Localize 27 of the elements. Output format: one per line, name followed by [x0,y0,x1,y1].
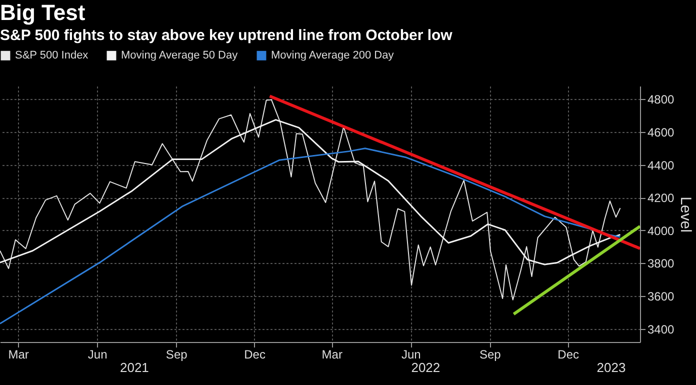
y-tick-label: 3600 [648,290,675,304]
line-series [0,148,621,324]
text: 2023 [596,360,626,375]
y-axis-title: Level [677,196,694,232]
x-tick-label: Mar [322,348,342,362]
x-tick-label: Sep [479,348,502,362]
y-tick-label: 4800 [648,92,675,107]
legend-label: Moving Average 50 Day [121,50,238,62]
x-tick-label: Jun [401,348,421,362]
x-tick-label: Sep [166,348,188,362]
x-tick-label: Dec [558,348,580,362]
chart-title: Big Test [0,0,86,25]
y-tick-label: 4400 [648,158,675,172]
y-tick-label: 3400 [648,322,675,336]
y-tick-label: 3800 [648,256,675,271]
chart-subtitle: S&P 500 fights to stay above key uptrend line from October low [0,27,453,44]
y-tick-label: 4600 [648,125,675,140]
line-series [0,99,621,300]
x-tick-label: Dec [244,348,266,362]
text: 2021 [120,360,149,375]
legend-label: S&P 500 Index [15,50,89,62]
x-tick-label: Mar [8,348,29,362]
y-tick-label: 4000 [648,224,675,238]
x-tick-label: Jun [88,348,108,362]
legend-label: Moving Average 200 Day [271,50,394,62]
text: 2022 [411,360,440,375]
y-tick-label: 4200 [648,191,675,206]
